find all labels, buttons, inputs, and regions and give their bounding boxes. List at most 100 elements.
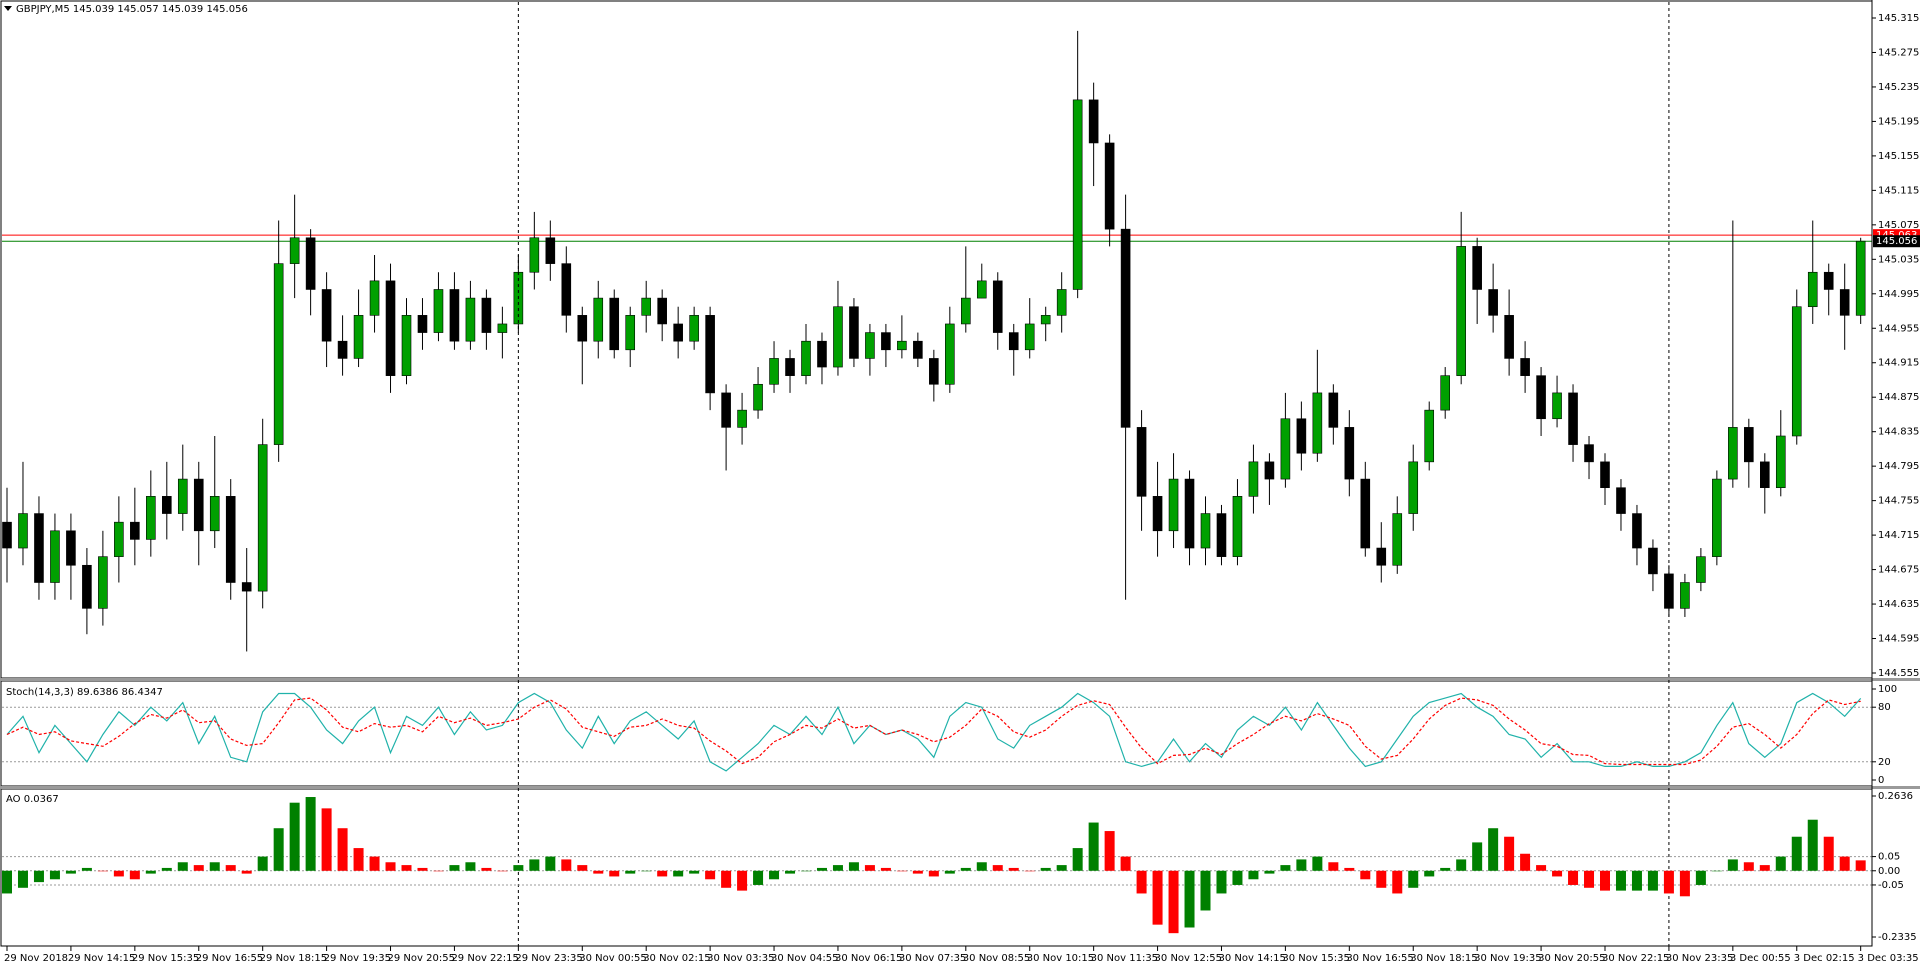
candle-body	[561, 263, 572, 316]
candle-body	[321, 289, 332, 342]
x-tick-label: 29 Nov 16:55	[196, 953, 263, 964]
candle-body	[992, 280, 1003, 333]
candle-body	[1152, 496, 1163, 532]
candle-body	[1744, 427, 1754, 463]
x-tick-label: 30 Nov 03:35	[707, 953, 774, 964]
ao-bar	[1647, 870, 1658, 891]
candle-body	[577, 315, 588, 342]
candle-body	[1504, 315, 1514, 359]
menu-arrow[interactable]	[4, 6, 12, 11]
candle-body	[1807, 271, 1818, 308]
x-tick-label: 29 Nov 15:35	[132, 953, 199, 964]
ao-bar	[433, 870, 444, 872]
ao-bar	[1743, 862, 1754, 871]
candle-body	[1280, 418, 1291, 480]
y-tick-label: 145.115	[1878, 185, 1919, 196]
candle-body	[641, 297, 652, 316]
candle-body	[625, 315, 636, 351]
candle-body	[1072, 99, 1083, 290]
ao-bar	[561, 859, 572, 871]
ao-bar	[1216, 870, 1227, 894]
y-tick-label: 144.755	[1878, 496, 1919, 507]
candle-body	[849, 306, 859, 359]
candle-body	[209, 496, 220, 532]
y-tick-label: 145.195	[1878, 116, 1919, 127]
candle-body	[1008, 332, 1019, 351]
candle-body	[785, 358, 795, 376]
candle-body	[1216, 513, 1227, 557]
candle-body	[1344, 427, 1355, 480]
x-tick-label: 30 Nov 04:55	[771, 953, 838, 964]
ao-bar	[1200, 870, 1211, 911]
x-tick-label: 3 Dec 03:35	[1858, 953, 1919, 964]
ao-bar	[816, 867, 827, 871]
candle-body	[593, 297, 604, 342]
ao-bar	[1088, 822, 1099, 871]
y-tick-label: 0.00	[1878, 866, 1900, 877]
candle-body	[1775, 435, 1786, 489]
ao-title: AO 0.0367	[6, 794, 59, 805]
candle-body	[98, 556, 108, 609]
ao-bar	[753, 870, 764, 885]
ao-bar	[1679, 870, 1690, 897]
candle-body	[801, 340, 811, 376]
candle-body	[1248, 461, 1259, 497]
ao-bar	[593, 870, 604, 874]
ao-bar	[225, 865, 236, 871]
ao-bar	[1040, 867, 1051, 871]
stoch-title: Stoch(14,3,3) 89.6386 86.4347	[6, 687, 163, 698]
indicator-line	[6, 692, 1862, 772]
x-tick-label: 30 Nov 11:35	[1091, 953, 1158, 964]
candle-body	[881, 332, 891, 351]
candle-body	[1712, 478, 1722, 557]
y-tick-label: 144.995	[1878, 289, 1919, 300]
ao-bar	[1711, 870, 1722, 872]
candle-body	[257, 444, 268, 592]
ao-bar	[896, 870, 907, 872]
ao-bar	[241, 870, 252, 874]
candle-body	[1360, 478, 1371, 549]
ao-bar	[1120, 856, 1131, 871]
candle-body	[1168, 478, 1179, 532]
candle-body	[1855, 240, 1866, 316]
ao-bar	[321, 808, 332, 871]
ao-bar	[65, 870, 76, 874]
candle-body	[1040, 315, 1051, 325]
candle-body	[833, 306, 843, 368]
candle-body	[865, 332, 875, 359]
y-tick-label: 144.635	[1878, 599, 1919, 610]
ao-bar	[1695, 870, 1706, 885]
candle-body	[50, 530, 60, 583]
x-tick-label: 30 Nov 16:55	[1346, 953, 1413, 964]
candle-body	[305, 237, 316, 290]
candle-body	[1552, 392, 1562, 420]
y-tick-label: 0	[1878, 775, 1884, 786]
ao-bar	[1855, 860, 1866, 871]
candle-body	[1616, 487, 1626, 514]
candle-body	[353, 315, 364, 359]
ao-bar	[1104, 831, 1115, 871]
y-tick-label: 144.555	[1878, 668, 1919, 679]
candle-body	[225, 496, 236, 583]
ao-bar	[1552, 870, 1563, 877]
candle-body	[1296, 418, 1307, 454]
ao-bar	[769, 870, 780, 880]
y-tick-label: 145.075	[1878, 220, 1919, 231]
candle-body	[1456, 246, 1466, 376]
ao-bar	[1184, 870, 1195, 928]
x-tick-label: 30 Nov 07:35	[899, 953, 966, 964]
ao-bar	[1663, 870, 1674, 894]
candle-body	[130, 521, 140, 540]
ao-bar	[1472, 842, 1483, 871]
candle-body	[1472, 246, 1482, 290]
ao-bar	[609, 870, 620, 877]
y-tick-label: 144.675	[1878, 565, 1919, 576]
ao-bar	[17, 870, 28, 888]
ao-bar	[689, 870, 700, 874]
ao-bar	[273, 828, 284, 871]
x-tick-label: 29 Nov 18:15	[260, 953, 327, 964]
ao-bar	[1312, 856, 1323, 871]
candle-body	[241, 582, 252, 592]
y-tick-label: -0.05	[1878, 880, 1904, 891]
candle-body	[162, 496, 172, 514]
